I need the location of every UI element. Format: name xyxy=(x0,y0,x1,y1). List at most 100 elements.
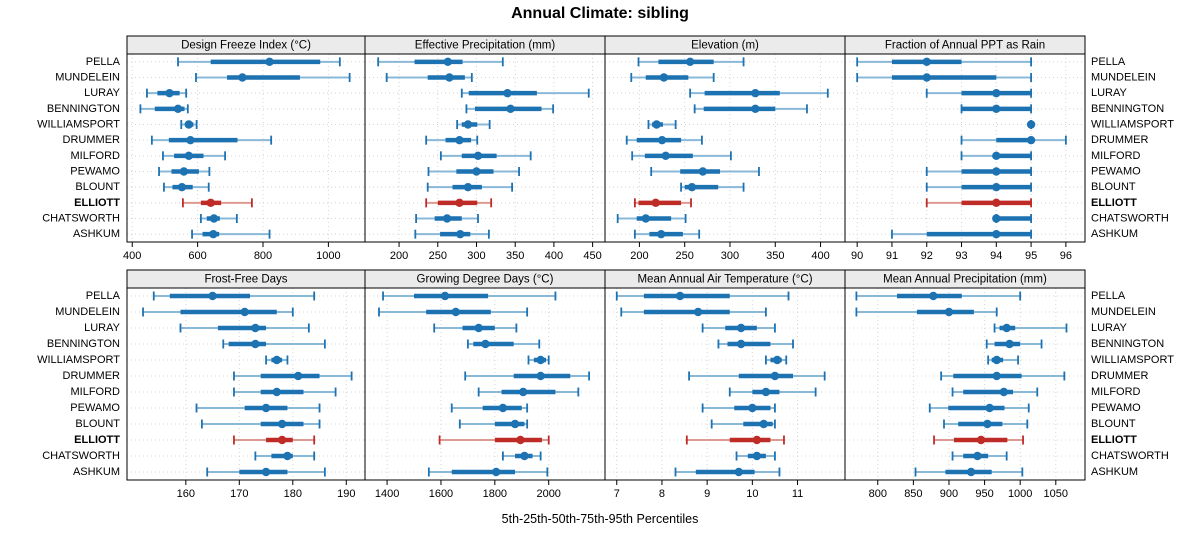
site-row-elliott xyxy=(633,198,692,208)
site-row-bennington xyxy=(465,104,555,114)
median-dot xyxy=(177,182,187,192)
median-dot xyxy=(992,104,1001,114)
median-dot xyxy=(536,355,545,365)
site-row-williamsport xyxy=(456,120,491,129)
site-row-chatsworth xyxy=(951,451,1008,461)
site-label-right-pewamo: PEWAMO xyxy=(1091,166,1141,178)
site-row-milford xyxy=(439,151,532,161)
tick-label: 200 xyxy=(390,250,408,262)
median-dot xyxy=(443,57,453,67)
median-dot xyxy=(510,419,520,429)
panel-border xyxy=(844,287,1086,481)
site-label-right-williamsport: WILLIAMSPORT xyxy=(1091,354,1174,366)
site-label-left-ashkum: ASHKUM xyxy=(73,466,120,478)
site-row-ashkum xyxy=(891,229,1032,239)
median-dot xyxy=(770,371,780,381)
tick-label: 850 xyxy=(904,488,922,500)
site-label-left-luray: LURAY xyxy=(84,87,121,99)
tick-label: 300 xyxy=(467,250,485,262)
panel-title: Elevation (m) xyxy=(691,40,759,52)
panel-border xyxy=(364,287,606,481)
median-dot xyxy=(283,451,292,461)
tick-label: 600 xyxy=(188,250,206,262)
site-row-ashkum xyxy=(914,467,1024,477)
site-row-elliott xyxy=(685,435,785,445)
site-row-blount xyxy=(163,182,210,192)
site-label-left-milford: MILFORD xyxy=(71,150,121,162)
site-row-luray xyxy=(146,88,188,98)
site-row-milford xyxy=(951,387,1039,397)
panel-title: Mean Annual Precipitation (mm) xyxy=(883,274,1047,286)
panel-header xyxy=(844,269,1086,289)
panel-border xyxy=(364,53,606,243)
median-dot xyxy=(186,135,195,145)
median-dot xyxy=(922,73,931,82)
site-row-luray xyxy=(179,323,310,333)
site-label-left-bennington: BENNINGTON xyxy=(47,338,120,350)
median-dot xyxy=(184,151,193,161)
site-row-elliott xyxy=(182,198,253,208)
median-dot xyxy=(165,88,174,98)
median-dot xyxy=(661,151,670,161)
site-row-mundelein xyxy=(378,307,529,317)
site-row-luray xyxy=(701,323,776,333)
site-row-pewamo xyxy=(158,167,211,176)
median-dot xyxy=(474,323,483,333)
site-row-pewamo xyxy=(925,167,1032,176)
median-dot xyxy=(209,214,219,223)
tick-label: 1600 xyxy=(429,488,453,500)
tick-label: 10 xyxy=(746,488,758,500)
median-dot xyxy=(992,182,1001,192)
tick-label: 900 xyxy=(940,488,958,500)
tick-label: 94 xyxy=(990,250,1002,262)
site-row-drummer xyxy=(425,135,479,145)
panel-effective-precipitation-mm: 200 250 300 350 400 450 Effective Precipitatio… xyxy=(364,35,606,262)
median-dot xyxy=(656,229,666,239)
panel-mean-annual-precipitation-mm: 800 850 900 950 1000 1050 Mean Annual Precipit… xyxy=(844,269,1086,500)
tick-label: 450 xyxy=(583,250,601,262)
site-label-left-chatsworth: CHATSWORTH xyxy=(42,213,120,225)
site-label-right-drummer: DRUMMER xyxy=(1091,134,1148,146)
median-dot xyxy=(1005,339,1014,349)
median-dot xyxy=(922,57,931,67)
tick-label: 95 xyxy=(1025,250,1037,262)
median-dot xyxy=(520,451,529,461)
median-dot xyxy=(734,467,743,477)
tick-label: 93 xyxy=(955,250,967,262)
median-dot xyxy=(208,291,217,301)
site-label-left-drummer: DRUMMER xyxy=(63,134,120,146)
site-label-left-pella: PELLA xyxy=(86,290,121,302)
site-row-blount xyxy=(710,419,776,429)
site-label-right-bennington: BENNINGTON xyxy=(1091,103,1164,115)
site-label-left-pella: PELLA xyxy=(86,56,121,68)
median-dot xyxy=(992,214,1001,223)
median-dot xyxy=(659,73,669,82)
tick-label: 1050 xyxy=(1044,488,1068,500)
site-label-right-williamsport: WILLIAMSPORT xyxy=(1091,119,1174,131)
site-label-right-elliott: ELLIOTT xyxy=(1091,434,1137,446)
panel-title: Frost-Free Days xyxy=(204,274,287,286)
median-dot xyxy=(184,120,193,129)
site-row-williamsport xyxy=(765,355,788,365)
site-label-right-blount: BLOUNT xyxy=(1091,418,1136,430)
site-row-chatsworth xyxy=(502,451,542,461)
site-row-elliott xyxy=(925,198,1032,208)
panel-elevation-m: 200 250 300 350 400 Elevation (m) xyxy=(604,35,846,262)
tick-label: 1000 xyxy=(316,250,340,262)
site-row-ashkum xyxy=(674,467,781,477)
site-row-pewamo xyxy=(195,403,321,413)
median-dot xyxy=(455,135,464,145)
median-dot xyxy=(206,198,215,208)
site-label-right-luray: LURAY xyxy=(1091,87,1128,99)
site-label-left-williamsport: WILLIAMSPORT xyxy=(37,354,120,366)
site-row-ashkum xyxy=(414,229,490,239)
site-label-right-blount: BLOUNT xyxy=(1091,181,1136,193)
median-dot xyxy=(752,451,762,461)
median-dot xyxy=(455,198,464,208)
median-dot xyxy=(773,355,782,365)
site-label-left-ashkum: ASHKUM xyxy=(73,228,120,240)
site-row-pella xyxy=(177,57,341,67)
median-dot xyxy=(1026,135,1036,145)
median-dot xyxy=(652,120,661,129)
median-dot xyxy=(992,167,1001,176)
